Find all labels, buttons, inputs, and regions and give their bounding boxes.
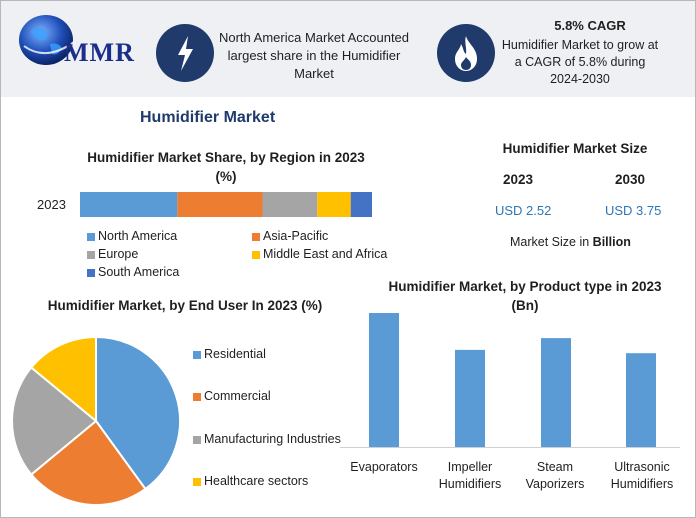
pie-legend-swatch-healthcare	[193, 478, 201, 486]
legend-swatch-europe	[87, 251, 95, 259]
pie-legend-swatch-residential	[193, 351, 201, 359]
product-bar-impeller-humidifiers	[455, 349, 485, 447]
pie-slice-commercial	[29, 419, 147, 506]
legend-swatch-asia-pacific	[252, 233, 260, 241]
region-category-label: 2023	[37, 197, 66, 212]
legend-asia-pacific: Asia-Pacific	[263, 229, 329, 243]
legend-south-america: South America	[98, 265, 180, 279]
end-user-chart-title: Humidifier Market, by End User In 2023 (…	[47, 298, 323, 313]
market-size-year-2030: 2030	[615, 172, 646, 187]
legend-middle-east-africa: Middle East and Africa	[263, 247, 388, 261]
cagr-text: Humidifier Market to grow at a CAGR of 5…	[501, 38, 659, 86]
product-bar-chart	[340, 313, 680, 448]
market-size-unit-prefix: Market Size in	[510, 235, 593, 249]
lightning-icon	[156, 24, 214, 82]
end-user-pie-chart	[11, 335, 181, 506]
product-label-ultrasonic: Ultrasonic Humidifiers	[610, 460, 674, 491]
market-size-title: Humidifier Market Size	[502, 141, 648, 156]
main-title: Humidifier Market	[140, 109, 276, 126]
pie-legend-commercial: Commercial	[204, 389, 271, 403]
legend-europe: Europe	[98, 247, 139, 261]
legend-swatch-south-america	[87, 269, 95, 277]
market-size-value-2023: USD 2.52	[495, 203, 552, 218]
region-segment-north-america	[80, 192, 178, 217]
product-bar-evaporators	[369, 313, 399, 447]
market-size-year-2023: 2023	[503, 172, 534, 187]
pie-legend-swatch-manufacturing	[193, 436, 201, 444]
product-chart-title: Humidifier Market, by Product type in 20…	[388, 279, 662, 313]
header-band	[1, 1, 695, 97]
globe-icon	[19, 15, 75, 65]
pie-legend-healthcare: Healthcare sectors	[204, 474, 309, 488]
product-label-evaporators: Evaporators	[350, 460, 418, 474]
region-segment-middle-east-and-africa	[317, 192, 351, 217]
region-callout-text: North America Market Accounted largest s…	[218, 30, 410, 81]
logo: MMR	[16, 12, 144, 72]
pie-slice-residential	[95, 335, 181, 491]
pie-slice-manufacturing-industries	[11, 366, 98, 476]
region-chart-title: Humidifier Market Share, by Region in 20…	[87, 150, 365, 184]
legend-swatch-middle-east-africa	[252, 251, 260, 259]
legend-north-america: North America	[98, 229, 178, 243]
logo-text: MMR	[64, 38, 135, 67]
market-size-unit-bold: Billion	[592, 235, 631, 249]
pie-legend-swatch-commercial	[193, 393, 201, 401]
region-stacked-bar	[80, 192, 372, 217]
legend-swatch-north-america	[87, 233, 95, 241]
product-label-steam: Steam Vaporizers	[525, 460, 585, 491]
product-bar-ultrasonic-humidifiers	[626, 353, 656, 447]
product-bar-steam-vaporizers	[541, 338, 571, 447]
market-size-unit: Market Size in Billion	[510, 235, 631, 249]
pie-legend-manufacturing: Manufacturing Industries	[204, 432, 341, 446]
market-size-value-2030: USD 3.75	[605, 203, 662, 218]
region-segment-europe	[262, 192, 318, 217]
flame-icon	[437, 24, 495, 82]
cagr-title: 5.8% CAGR	[554, 18, 626, 33]
pie-legend-residential: Residential	[204, 347, 266, 361]
region-segment-asia-pacific	[177, 192, 263, 217]
pie-slice-healthcare-sectors	[29, 335, 97, 424]
product-label-impeller: Impeller Humidifiers	[438, 460, 502, 491]
region-segment-south-america	[350, 192, 372, 217]
